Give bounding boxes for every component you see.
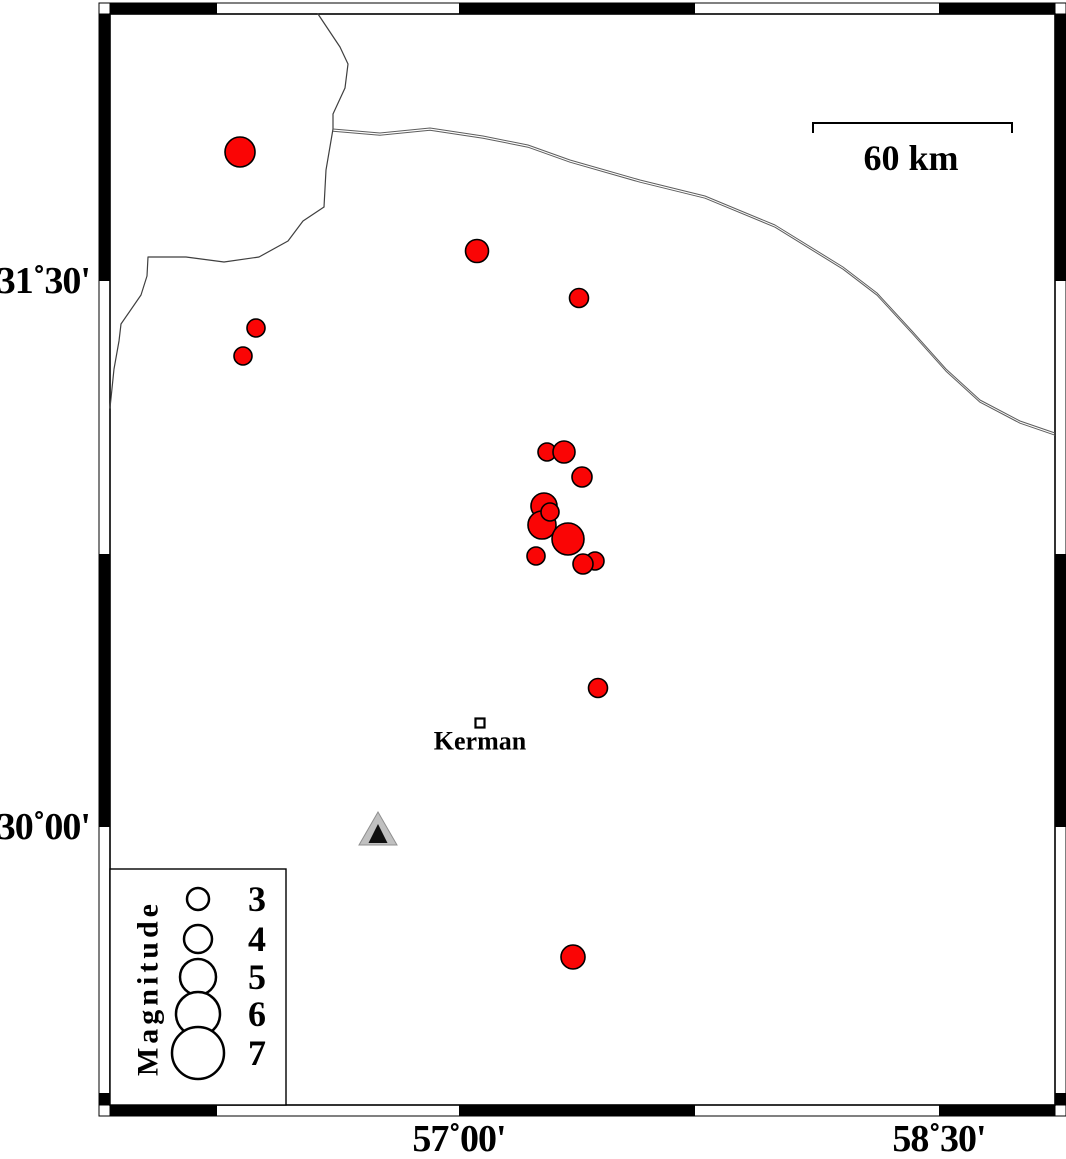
legend-mag-label: 5 bbox=[248, 957, 266, 997]
city-label: Kerman bbox=[434, 727, 527, 756]
axis-label-bottom: 57˚00' bbox=[412, 1118, 505, 1154]
frame-segment bbox=[99, 554, 110, 827]
road-line bbox=[332, 127, 1056, 434]
frame-segment bbox=[1055, 14, 1066, 281]
epicenter-circle bbox=[571, 466, 593, 488]
epicenter-circle bbox=[587, 677, 609, 699]
boundary-line bbox=[109, 206, 325, 409]
frame-corner bbox=[1054, 1104, 1066, 1117]
legend-mag-label: 7 bbox=[248, 1033, 266, 1073]
scale-bar: 60 km bbox=[812, 122, 1013, 178]
frame-segment bbox=[939, 1105, 1055, 1116]
city-kerman: Kerman bbox=[434, 717, 527, 756]
legend-circle bbox=[185, 886, 211, 912]
legend-mag-label: 6 bbox=[248, 994, 266, 1034]
station-marker bbox=[358, 810, 398, 846]
frame-corner bbox=[98, 1104, 111, 1117]
map-frame bbox=[98, 2, 1066, 1117]
epicenter-circle bbox=[540, 502, 560, 522]
epicenter-circle bbox=[246, 318, 266, 338]
epicenter-circle bbox=[552, 440, 576, 464]
city-marker bbox=[474, 717, 486, 729]
axis-label-left: 31˚30' bbox=[0, 260, 90, 302]
legend-title: Magnitude bbox=[132, 900, 165, 1076]
frame-corner bbox=[1054, 2, 1066, 15]
epicenter-circle bbox=[526, 546, 546, 566]
frame-segment bbox=[1055, 554, 1066, 827]
frame-segment bbox=[459, 1105, 695, 1116]
epicenter-circle bbox=[560, 944, 586, 970]
legend-mag-label: 4 bbox=[248, 919, 266, 959]
frame-segment bbox=[110, 3, 217, 14]
epicenter-circle bbox=[551, 522, 585, 556]
scale-bar-label: 60 km bbox=[863, 138, 958, 178]
frame-segment bbox=[459, 3, 695, 14]
legend-mag-label: 3 bbox=[248, 879, 266, 919]
plot-boundary bbox=[109, 13, 1056, 1106]
epicenter-circle bbox=[572, 553, 594, 575]
frame-segment bbox=[99, 1093, 110, 1105]
axis-label-bottom: 58˚30' bbox=[892, 1118, 985, 1154]
epicenter-circle bbox=[224, 136, 256, 168]
scale-bar-bracket bbox=[812, 122, 1013, 133]
station-triangle-inner bbox=[368, 824, 388, 843]
frame-corner bbox=[98, 2, 111, 15]
epicenter-circle bbox=[233, 346, 253, 366]
epicenters bbox=[224, 136, 609, 970]
frame-segment bbox=[1055, 1093, 1066, 1105]
legend-circle bbox=[170, 1025, 226, 1081]
axis-labels: 31˚30' 30˚00' 57˚00' 58˚30' bbox=[0, 260, 987, 1159]
frame-segment bbox=[939, 3, 1055, 14]
legend-circle bbox=[178, 957, 218, 997]
frame-segment bbox=[99, 14, 110, 281]
frame-segment bbox=[110, 1105, 217, 1116]
epicenter-circle bbox=[568, 287, 590, 309]
road-line-offset bbox=[332, 129, 1056, 436]
epicenter-circle bbox=[464, 238, 490, 264]
map-lines bbox=[109, 13, 1056, 436]
legend-circle bbox=[182, 923, 214, 955]
boundary-line bbox=[317, 13, 349, 208]
axis-label-left: 30˚00' bbox=[0, 806, 90, 848]
